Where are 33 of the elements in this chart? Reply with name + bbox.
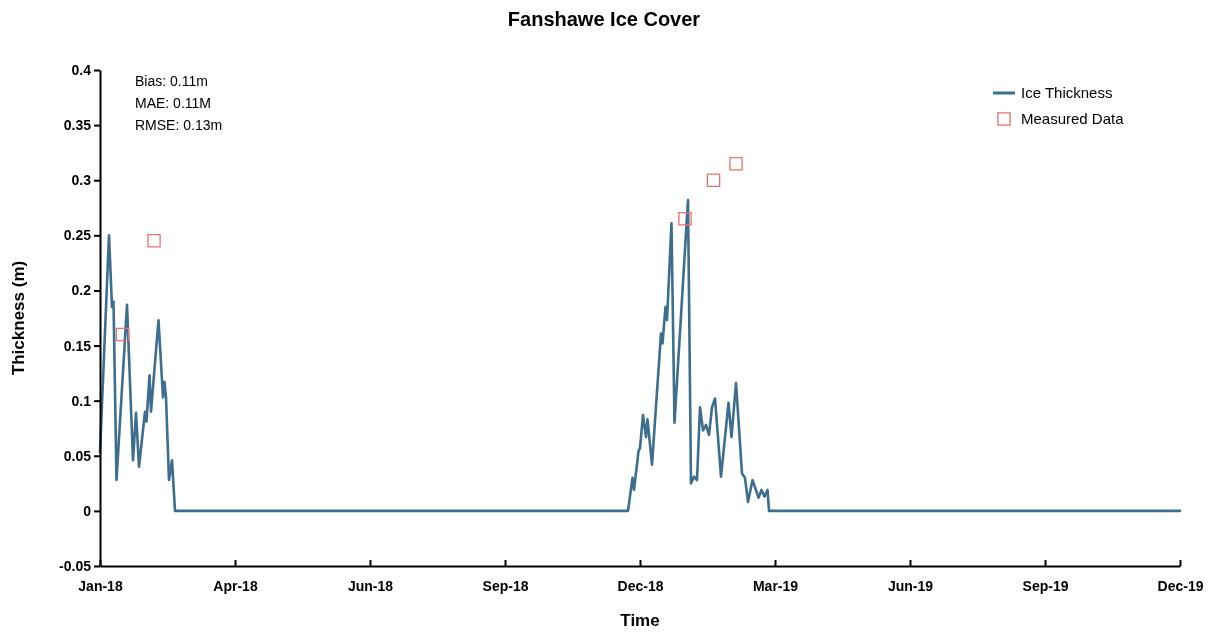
y-tick-label: 0.25: [63, 227, 92, 244]
annotation: RMSE: 0.13m: [135, 117, 223, 133]
point: [678, 212, 692, 226]
x-tick-label: Sep-18: [482, 578, 529, 595]
y-tick-label: 0.15: [63, 337, 92, 354]
point: [115, 327, 130, 342]
chart-title: Fanshawe Ice Cover: [507, 8, 701, 30]
x-tick-label: Apr-18: [213, 578, 258, 595]
y-tick-label: 0.05: [63, 447, 92, 464]
annotation: Bias: 0.11m: [135, 73, 208, 89]
annotation: MAE: 0.11M: [135, 95, 211, 111]
point: [706, 173, 721, 187]
y-tick-label: 0: [83, 502, 92, 519]
y-axis-title: Thickness (m): [9, 260, 28, 376]
x-axis-title: Time: [620, 611, 660, 630]
y-tick-label: 0.35: [63, 117, 92, 134]
line-series: [98, 198, 1182, 513]
x-tick-label: Dec-18: [617, 578, 664, 595]
x-tick-label: Sep-19: [1022, 578, 1069, 595]
legend-label: Ice Thickness: [1021, 84, 1113, 102]
x-tick-label: Jun-18: [347, 578, 394, 595]
x-tick-label: Mar-19: [752, 578, 799, 595]
x-tick-label: Jun-19: [887, 578, 934, 595]
legend-label: Measured Data: [1021, 110, 1125, 128]
y-tick-label: 0.3: [71, 172, 92, 189]
point: [729, 156, 743, 171]
point: [147, 234, 161, 248]
x-tick-label: Dec-19: [1157, 578, 1204, 595]
y-tick-label: 0.4: [71, 61, 92, 78]
x-tick-label: Jan-18: [78, 578, 123, 595]
y-tick-label: 0.1: [71, 392, 92, 409]
y-tick-label: -0.05: [59, 557, 92, 574]
y-tick-label: 0.2: [71, 282, 92, 299]
